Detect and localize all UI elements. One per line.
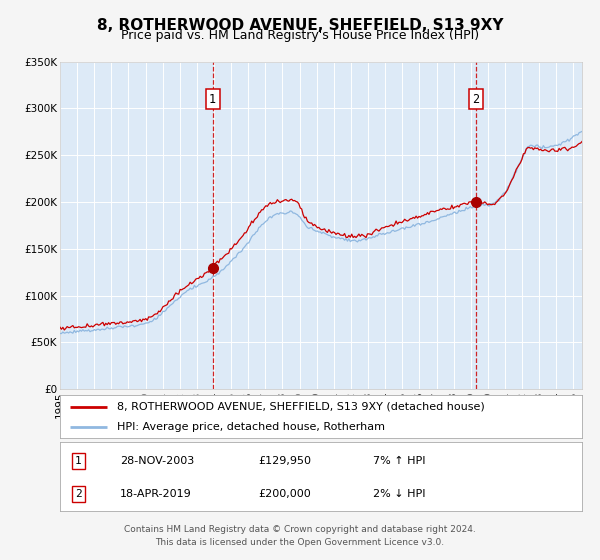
Text: 7% ↑ HPI: 7% ↑ HPI [373, 456, 426, 466]
Text: Contains HM Land Registry data © Crown copyright and database right 2024.
This d: Contains HM Land Registry data © Crown c… [124, 525, 476, 548]
Text: 1: 1 [209, 92, 216, 105]
Text: 18-APR-2019: 18-APR-2019 [120, 489, 192, 498]
Text: Price paid vs. HM Land Registry's House Price Index (HPI): Price paid vs. HM Land Registry's House … [121, 29, 479, 42]
Text: 2: 2 [75, 489, 82, 498]
Text: 2: 2 [472, 92, 479, 105]
Text: 28-NOV-2003: 28-NOV-2003 [120, 456, 194, 466]
Text: £200,000: £200,000 [259, 489, 311, 498]
Text: HPI: Average price, detached house, Rotherham: HPI: Average price, detached house, Roth… [118, 422, 385, 432]
Text: 1: 1 [75, 456, 82, 466]
Text: 2% ↓ HPI: 2% ↓ HPI [373, 489, 426, 498]
Text: 8, ROTHERWOOD AVENUE, SHEFFIELD, S13 9XY: 8, ROTHERWOOD AVENUE, SHEFFIELD, S13 9XY [97, 18, 503, 33]
Text: 8, ROTHERWOOD AVENUE, SHEFFIELD, S13 9XY (detached house): 8, ROTHERWOOD AVENUE, SHEFFIELD, S13 9XY… [118, 402, 485, 412]
Text: £129,950: £129,950 [259, 456, 311, 466]
